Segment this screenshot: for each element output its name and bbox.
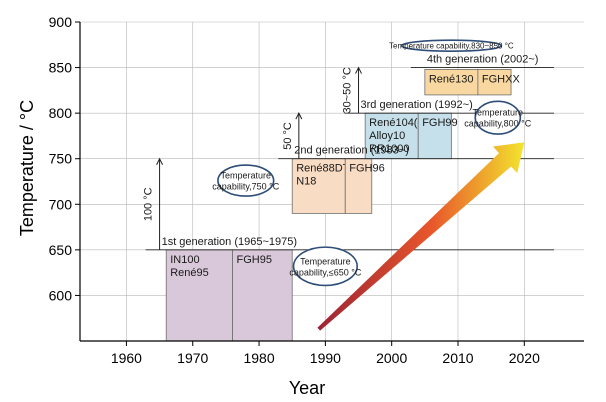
- trend-arrow: [317, 142, 525, 331]
- x-tick-label: 2000: [376, 350, 407, 366]
- step-label: 100 °C: [143, 187, 155, 221]
- generation-label: 1st generation (1965~1975): [162, 236, 297, 248]
- step-arrow-head: [355, 66, 362, 74]
- capability-label: Temperature capability,750 °C: [212, 171, 279, 192]
- alloy-box: [417, 112, 452, 160]
- capability-ellipse: [400, 39, 502, 52]
- step-arrow-head: [156, 157, 164, 165]
- x-tick-label: 2020: [509, 350, 540, 366]
- capability-ellipse: [474, 100, 522, 135]
- trend-arrow-shape: [317, 142, 525, 331]
- y-tick-label: 750: [49, 151, 73, 167]
- x-tick-label: 2010: [442, 350, 473, 366]
- generation-label: 4th generation (2002~): [427, 54, 539, 66]
- alloy-label: FGHXX: [482, 73, 521, 85]
- alloy-box: [344, 158, 373, 214]
- x-tick-label: 1980: [243, 350, 274, 366]
- capability-annotations: Temperature capability,≤650 °C Temperature…: [212, 39, 532, 287]
- y-tick-label: 850: [49, 60, 73, 76]
- capability-label: Temperature capability,≤650 °C: [289, 256, 361, 277]
- generation-lines: 1st generation (1965~1975) 2nd generation…: [143, 54, 554, 251]
- step-label: 50 °C: [282, 122, 294, 150]
- y-tick-label: 650: [49, 242, 73, 258]
- x-tick-label: 1960: [111, 350, 142, 366]
- y-tick-label: 600: [49, 287, 73, 303]
- step-label: 30~50 °C: [342, 67, 354, 113]
- capability-label: Temperature capability,800 °C: [464, 108, 531, 129]
- alloy-label: FGH99: [422, 117, 457, 129]
- capability-ellipse: [292, 246, 358, 287]
- y-tick-label: 700: [49, 196, 73, 212]
- capability-ellipse: [217, 164, 275, 197]
- alloy-label: René130: [429, 73, 474, 85]
- alloy-label: IN100 René95: [170, 254, 209, 279]
- alloy-label: René104(ME3) Alloy10 RR1000: [369, 117, 444, 155]
- y-tick-label: 800: [49, 105, 73, 121]
- x-tick-label: 1990: [310, 350, 341, 366]
- capability-label: Temperature capability,830~850 °C: [389, 42, 514, 51]
- generation-label: 3rd generation (1992~): [361, 99, 473, 111]
- x-tick-label: 1970: [177, 350, 208, 366]
- axes: 1960 1970 1980 1990 2000 2010 2020 600 650 700 750…: [49, 14, 584, 366]
- step-arrow-head: [295, 112, 303, 120]
- generation-label: 2nd generation (1983~): [294, 145, 409, 157]
- alloy-box: [477, 68, 512, 96]
- alloy-label: René88DT N18: [296, 163, 349, 188]
- alloy-label: FGH95: [237, 254, 272, 266]
- y-tick-label: 900: [49, 14, 73, 30]
- alloy-label: FGH96: [349, 163, 384, 175]
- alloy-box: [232, 249, 293, 342]
- x-axis-title: Year: [289, 378, 325, 398]
- y-axis-title: Temperature / °C: [17, 100, 37, 236]
- alloy-box: [291, 158, 346, 214]
